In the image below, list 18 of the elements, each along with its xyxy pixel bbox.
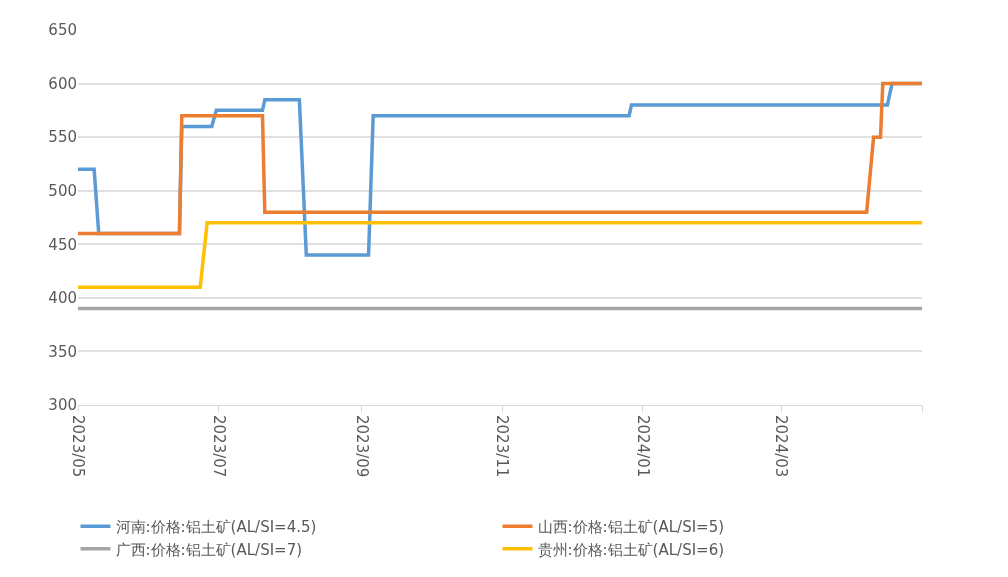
legend-label: 广西:价格:铝土矿(AL/SI=7) — [115, 540, 303, 559]
x-tick-label: 2024/03 — [772, 415, 791, 478]
y-tick-label: 350 — [48, 342, 77, 361]
y-tick-label: 550 — [48, 128, 77, 147]
x-tick-label: 2023/09 — [352, 415, 371, 478]
y-tick-label: 600 — [48, 74, 77, 93]
x-tick-label: 2023/05 — [69, 415, 88, 478]
x-tick-label: 2024/01 — [634, 415, 653, 478]
x-tick-label: 2023/11 — [493, 415, 512, 478]
legend-label: 贵州:价格:铝土矿(AL/SI=6) — [537, 540, 725, 559]
legend-label: 河南:价格:铝土矿(AL/SI=4.5) — [115, 518, 317, 537]
x-tick-label: 2023/07 — [209, 415, 228, 478]
y-tick-label: 300 — [48, 396, 77, 415]
legend-label: 山西:价格:铝土矿(AL/SI=5) — [537, 518, 725, 537]
y-tick-label: 500 — [48, 181, 77, 200]
y-tick-label: 450 — [48, 235, 77, 254]
y-tick-label: 650 — [48, 21, 77, 40]
y-tick-label: 400 — [48, 289, 77, 308]
